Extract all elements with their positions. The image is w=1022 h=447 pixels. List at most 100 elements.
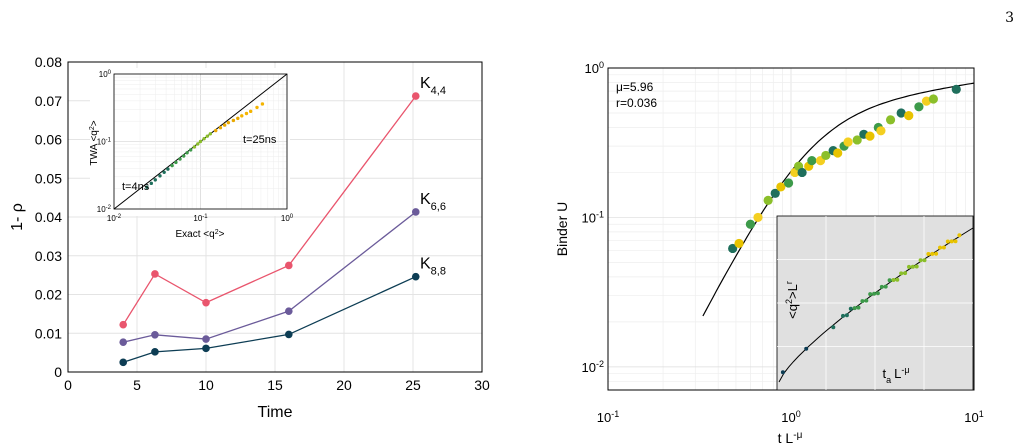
left-data-point	[151, 270, 159, 278]
left-y-tick-label: 0.01	[35, 325, 62, 341]
left-y-tick-label: 0.03	[35, 248, 62, 264]
right-inset-data-point	[899, 271, 904, 276]
right-data-point	[833, 148, 843, 158]
left-ticks: 0 5 10 15 20 25 30 0 0.01 0.02 0.03 0.04 0.05 0.06 0.0…	[35, 54, 490, 393]
left-data-point	[285, 330, 293, 339]
inset-x-tick-label: 100	[281, 214, 294, 223]
inset-data-point	[196, 142, 200, 146]
right-inset-data-point	[887, 278, 892, 283]
right-ticks: 10-1 100 101 10-2 10-1 100	[582, 60, 984, 425]
right-inset-data-point	[864, 298, 869, 303]
inset-data-point	[226, 120, 231, 125]
inset-data-point	[149, 181, 154, 186]
left-inset: 10-2 10-1 100 10-2 10-1 100 Exact <q2> TWA <q…	[89, 68, 294, 240]
right-data-point	[852, 135, 862, 145]
inset-x-tick-label: 10-1	[193, 214, 208, 223]
left-series	[119, 92, 420, 367]
right-inset-data-point	[860, 299, 865, 304]
right-inset-data-point	[872, 291, 877, 296]
inset-data-point	[205, 134, 210, 138]
left-plot-frame	[67, 61, 483, 373]
inset-data-point	[162, 170, 166, 174]
right-chart: 10-1 100 101 10-2 10-1 100 μ=5.96 r=0.036 t L…	[554, 60, 984, 446]
right-data-point	[821, 150, 831, 161]
right-inset-data-point	[895, 277, 900, 282]
right-data-point	[783, 178, 794, 188]
left-x-tick-label: 20	[336, 377, 352, 393]
right-data-point	[896, 108, 906, 118]
right-inset-data-point	[926, 252, 931, 256]
inset-frame	[113, 73, 288, 210]
right-inset: <q2>Lr ta L-μ	[776, 215, 974, 391]
right-inset-data-point	[903, 271, 908, 276]
left-data-point	[202, 335, 210, 343]
right-inset-data-point	[938, 245, 942, 250]
right-data-point	[843, 137, 853, 147]
inset-data-point	[218, 126, 223, 130]
right-inset-data-point	[934, 251, 939, 256]
right-fit-curve	[702, 82, 975, 317]
left-series-line-1	[123, 211, 417, 343]
left-y-tick-label: 0.08	[35, 54, 62, 70]
right-inset-xlabel: ta L-μ	[882, 365, 909, 385]
inset-points	[145, 102, 265, 189]
right-data-point	[914, 102, 924, 112]
right-x-tick-label: 101	[964, 409, 983, 425]
left-data-point	[411, 272, 420, 281]
right-y-tick-label: 10-1	[582, 209, 604, 225]
left-series-label-0: K4,4	[420, 75, 446, 97]
right-data-point	[734, 238, 744, 249]
right-inset-data-point	[945, 239, 950, 244]
inset-data-point	[202, 137, 206, 141]
right-data-point	[921, 96, 932, 106]
page-number: 3	[1005, 10, 1014, 26]
right-inset-data-point	[941, 245, 946, 250]
inset-data-point	[208, 132, 213, 136]
left-x-tick-label: 0	[64, 377, 72, 393]
left-x-tick-label: 10	[198, 377, 214, 393]
left-series-line-2	[122, 276, 417, 363]
left-x-tick-label: 15	[267, 377, 283, 393]
left-data-point	[202, 298, 210, 307]
right-data-point	[865, 131, 875, 141]
left-y-tick-label: 0.02	[35, 287, 62, 303]
inset-data-point	[192, 145, 197, 149]
inset-data-point	[185, 151, 189, 155]
left-ylabel: 1- ρ	[9, 203, 26, 231]
inset-x-tick-label: 10-2	[107, 214, 122, 223]
inset-data-point	[231, 118, 236, 123]
inset-xlabel: Exact <q2>	[176, 229, 225, 241]
inset-data-point	[188, 148, 193, 152]
right-inset-data-point	[844, 313, 849, 318]
right-inset-data-point	[930, 251, 935, 256]
right-data-point	[951, 84, 961, 94]
right-data-point	[763, 195, 773, 206]
right-inset-data-point	[918, 258, 923, 263]
left-data-point	[151, 348, 159, 356]
right-x-tick-label: 10-1	[597, 409, 619, 425]
left-series-label-2: K8,8	[420, 256, 446, 278]
inset-data-point	[222, 123, 227, 127]
inset-data-point	[166, 167, 170, 171]
left-y-tick-label: 0.05	[35, 170, 62, 186]
right-inset-data-point	[914, 264, 919, 269]
right-inset-data-point	[922, 258, 927, 263]
right-data-point	[745, 219, 756, 229]
right-xlabel: t L-μ	[778, 430, 803, 447]
inset-data-point	[236, 116, 240, 121]
inset-background	[90, 68, 290, 216]
right-inset-data-point	[804, 346, 809, 351]
right-inset-data-point	[883, 284, 888, 289]
right-inset-points	[780, 233, 962, 375]
inset-annotation-t25: t=25ns	[243, 134, 277, 146]
right-inset-data-point	[780, 370, 785, 375]
right-inset-ylabel: <q2>Lr	[784, 281, 800, 319]
left-data-point	[119, 358, 127, 367]
inset-data-point	[153, 178, 157, 182]
left-xlabel: Time	[258, 404, 293, 421]
inset-ticks: 10-2 10-1 100 10-2 10-1 100	[97, 70, 294, 223]
inset-y-tick-label: 10-2	[97, 205, 112, 214]
left-chart: 0 5 10 15 20 25 30 0 0.01 0.02 0.03 0.04 0.05 0.06 0.0…	[9, 54, 490, 421]
left-y-tick-label: 0.07	[35, 93, 62, 109]
